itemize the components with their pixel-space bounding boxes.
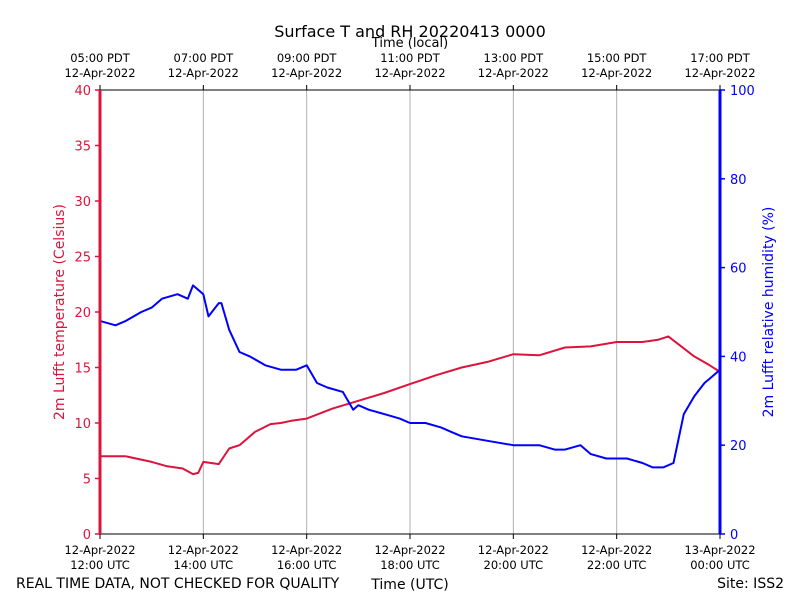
top-tick-time: 05:00 PDT	[70, 51, 131, 65]
bottom-tick-date: 12-Apr-2022	[168, 543, 239, 557]
top-tick-date: 12-Apr-2022	[168, 66, 239, 80]
bottom-tick-date: 12-Apr-2022	[581, 543, 652, 557]
bottom-tick-date: 12-Apr-2022	[271, 543, 342, 557]
top-axis-label: Time (local)	[371, 36, 448, 51]
top-tick-date: 12-Apr-2022	[581, 66, 652, 80]
top-tick-time: 17:00 PDT	[690, 51, 751, 65]
left-axis-label: 2m Lufft temperature (Celsius)	[52, 204, 68, 420]
top-tick-time: 07:00 PDT	[174, 51, 235, 65]
bottom-tick-date: 12-Apr-2022	[478, 543, 549, 557]
left-tick-label: 20	[74, 306, 91, 321]
bottom-tick-time: 12:00 UTC	[70, 558, 130, 572]
top-tick-date: 12-Apr-2022	[271, 66, 342, 80]
right-tick-label: 20	[730, 439, 747, 454]
bottom-tick-time: 00:00 UTC	[690, 558, 750, 572]
grid-lines	[202, 90, 618, 534]
top-tick-date: 12-Apr-2022	[64, 66, 135, 80]
top-tick-date: 12-Apr-2022	[684, 66, 755, 80]
top-tick-date: 12-Apr-2022	[374, 66, 445, 80]
right-tick-label: 0	[730, 528, 738, 543]
left-tick-label: 35	[74, 140, 91, 155]
left-tick-label: 0	[83, 528, 91, 543]
right-tick-label: 60	[730, 262, 747, 277]
bottom-tick-date: 12-Apr-2022	[374, 543, 445, 557]
bottom-tick-time: 18:00 UTC	[380, 558, 440, 572]
bottom-tick-time: 22:00 UTC	[587, 558, 647, 572]
data-quality-note: REAL TIME DATA, NOT CHECKED FOR QUALITY	[16, 576, 340, 592]
right-tick-label: 40	[730, 350, 747, 365]
bottom-tick-time: 20:00 UTC	[484, 558, 544, 572]
right-axis-label: 2m Lufft relative humidity (%)	[761, 207, 777, 418]
left-tick-label: 30	[74, 195, 91, 210]
x-axis-label: Time (UTC)	[370, 577, 448, 593]
right-axis-ticks: 0 20 40 60 80 100	[720, 84, 755, 543]
bottom-tick-date: 12-Apr-2022	[64, 543, 135, 557]
right-tick-label: 100	[730, 84, 755, 99]
top-tick-time: 11:00 PDT	[380, 51, 441, 65]
left-tick-label: 25	[74, 251, 91, 266]
bottom-tick-time: 16:00 UTC	[277, 558, 337, 572]
left-axis-ticks: 0 5 10 15 20 25 30 35 40	[74, 84, 100, 543]
temperature-series-line	[100, 335, 721, 476]
left-tick-label: 10	[74, 417, 91, 432]
right-tick-label: 80	[730, 173, 747, 188]
top-tick-time: 13:00 PDT	[484, 51, 545, 65]
left-tick-label: 15	[74, 362, 91, 377]
chart-title: Surface T and RH 20220413 0000	[274, 22, 546, 41]
bottom-tick-date: 13-Apr-2022	[684, 543, 755, 557]
top-tick-time: 09:00 PDT	[277, 51, 338, 65]
site-label: Site: ISS2	[717, 576, 784, 592]
left-tick-label: 5	[83, 473, 91, 488]
left-tick-label: 40	[74, 84, 91, 99]
bottom-tick-time: 14:00 UTC	[174, 558, 234, 572]
top-tick-date: 12-Apr-2022	[478, 66, 549, 80]
humidity-series-line	[99, 284, 721, 469]
top-tick-time: 15:00 PDT	[587, 51, 648, 65]
